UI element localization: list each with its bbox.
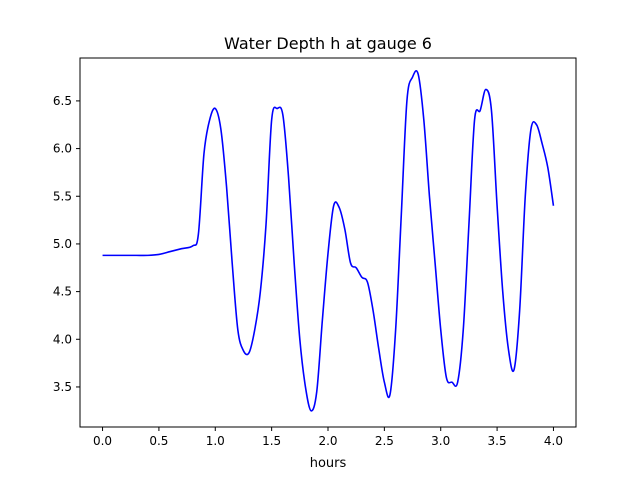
y-tick-label: 5.5 [53, 189, 72, 203]
y-tick-label: 4.5 [53, 285, 72, 299]
x-tick-label: 1.0 [206, 434, 225, 448]
y-tick-label: 4.0 [53, 332, 72, 346]
y-tick-label: 6.5 [53, 94, 72, 108]
chart-title: Water Depth h at gauge 6 [224, 34, 432, 53]
series-line [102, 69, 555, 412]
y-tick-label: 6.0 [53, 142, 72, 156]
y-tick-label: 5.0 [53, 237, 72, 251]
x-tick-label: 2.5 [375, 434, 394, 448]
x-axis-label: hours [310, 456, 347, 471]
x-tick-label: 3.0 [431, 434, 450, 448]
x-tick-label: 0.0 [93, 434, 112, 448]
x-tick-label: 2.0 [318, 434, 337, 448]
y-tick-label: 3.5 [53, 380, 72, 394]
x-tick-label: 3.5 [488, 434, 507, 448]
x-tick-label: 1.5 [262, 434, 281, 448]
x-tick-label: 4.0 [544, 434, 563, 448]
y-axis: 3.5 4.0 4.5 5.0 5.5 6.0 6.5 [53, 94, 80, 394]
x-tick-label: 0.5 [149, 434, 168, 448]
x-axis: 0.0 0.5 1.0 1.5 2.0 2.5 3.0 3.5 4.0 [93, 427, 563, 448]
plot-area [102, 69, 555, 412]
